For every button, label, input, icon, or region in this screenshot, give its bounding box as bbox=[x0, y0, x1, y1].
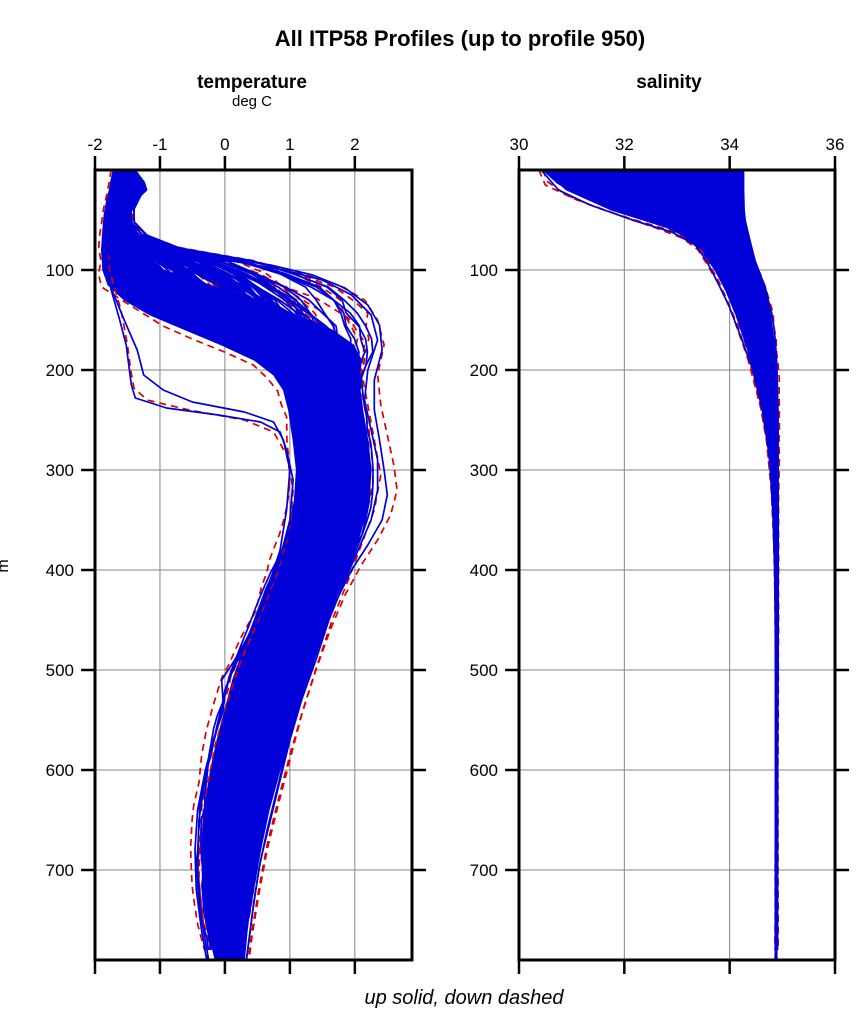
y-tick-label: 300 bbox=[46, 461, 74, 480]
temperature-ticks bbox=[81, 156, 426, 974]
profile-line-up bbox=[123, 170, 351, 951]
depth-axis-label: m bbox=[0, 559, 12, 572]
profile-line-up bbox=[114, 170, 329, 951]
y-tick-label: 300 bbox=[470, 461, 498, 480]
x-tick-label: 36 bbox=[826, 135, 845, 154]
x-tick-label: -1 bbox=[152, 135, 167, 154]
y-tick-label: 500 bbox=[470, 661, 498, 680]
profile-line-down bbox=[97, 170, 291, 951]
profile-line-up bbox=[114, 170, 323, 951]
profile-line-up bbox=[114, 170, 332, 951]
profile-line-up bbox=[119, 170, 344, 950]
profile-outlier-up bbox=[114, 229, 379, 960]
profile-line-up bbox=[123, 170, 353, 951]
profile-line-up bbox=[109, 170, 326, 951]
y-tick-label: 400 bbox=[470, 561, 498, 580]
profile-line-up bbox=[113, 170, 318, 951]
x-tick-label: 32 bbox=[615, 135, 634, 154]
y-tick-label: 200 bbox=[470, 361, 498, 380]
profile-outlier-up bbox=[540, 170, 777, 960]
salinity-gridlines bbox=[519, 170, 835, 960]
x-tick-label: 34 bbox=[720, 135, 739, 154]
profile-outlier-up bbox=[105, 170, 291, 960]
temperature-panel-title: temperature bbox=[197, 72, 307, 93]
plot-layers: -2 -1 0 1 2 100 200 300 400 500 600 700 30 32 34 36 100 2… bbox=[46, 135, 849, 974]
y-tick-label: 100 bbox=[46, 261, 74, 280]
salinity-panel: 30 32 34 36 100 200 300 400 500 600 700 bbox=[470, 135, 849, 974]
profile-line-up bbox=[105, 170, 312, 951]
profile-line-up bbox=[106, 170, 314, 951]
salinity-panel-title: salinity bbox=[636, 72, 702, 93]
temperature-frame bbox=[93, 168, 414, 962]
x-tick-label: 1 bbox=[285, 135, 294, 154]
y-tick-label: 400 bbox=[46, 561, 74, 580]
y-tick-label: 600 bbox=[46, 761, 74, 780]
profile-line-up bbox=[127, 170, 364, 951]
profile-outlier-down bbox=[541, 170, 777, 960]
salinity-frame bbox=[517, 168, 837, 962]
y-tick-label: 500 bbox=[46, 661, 74, 680]
x-tick-label: 2 bbox=[350, 135, 359, 154]
y-tick-label: 600 bbox=[470, 761, 498, 780]
x-tick-label: 30 bbox=[510, 135, 529, 154]
y-tick-label: 200 bbox=[46, 361, 74, 380]
y-tick-label: 100 bbox=[470, 261, 498, 280]
profile-line-up bbox=[660, 170, 779, 951]
profile-outlier-up bbox=[103, 170, 294, 960]
profile-line-up bbox=[133, 170, 374, 951]
profile-line-up bbox=[114, 170, 323, 951]
salinity-ticks bbox=[505, 156, 849, 974]
x-tick-label: -2 bbox=[87, 135, 102, 154]
temperature-profiles bbox=[97, 170, 398, 960]
temperature-panel: -2 -1 0 1 2 100 200 300 400 500 600 700 bbox=[46, 135, 426, 974]
profile-line-up bbox=[104, 170, 306, 951]
temperature-panel-unit: deg C bbox=[232, 93, 272, 110]
salinity-profiles bbox=[538, 170, 781, 960]
y-tick-label: 700 bbox=[46, 861, 74, 880]
profile-line-up bbox=[132, 170, 374, 951]
x-tick-label: 0 bbox=[220, 135, 229, 154]
profile-line-up bbox=[117, 170, 341, 951]
profile-line-up bbox=[119, 170, 340, 951]
y-tick-label: 700 bbox=[470, 861, 498, 880]
profile-line-down bbox=[131, 170, 359, 951]
profile-line-up bbox=[111, 170, 322, 951]
figure-caption: up solid, down dashed bbox=[364, 987, 564, 1009]
figure-title: All ITP58 Profiles (up to profile 950) bbox=[275, 26, 645, 51]
